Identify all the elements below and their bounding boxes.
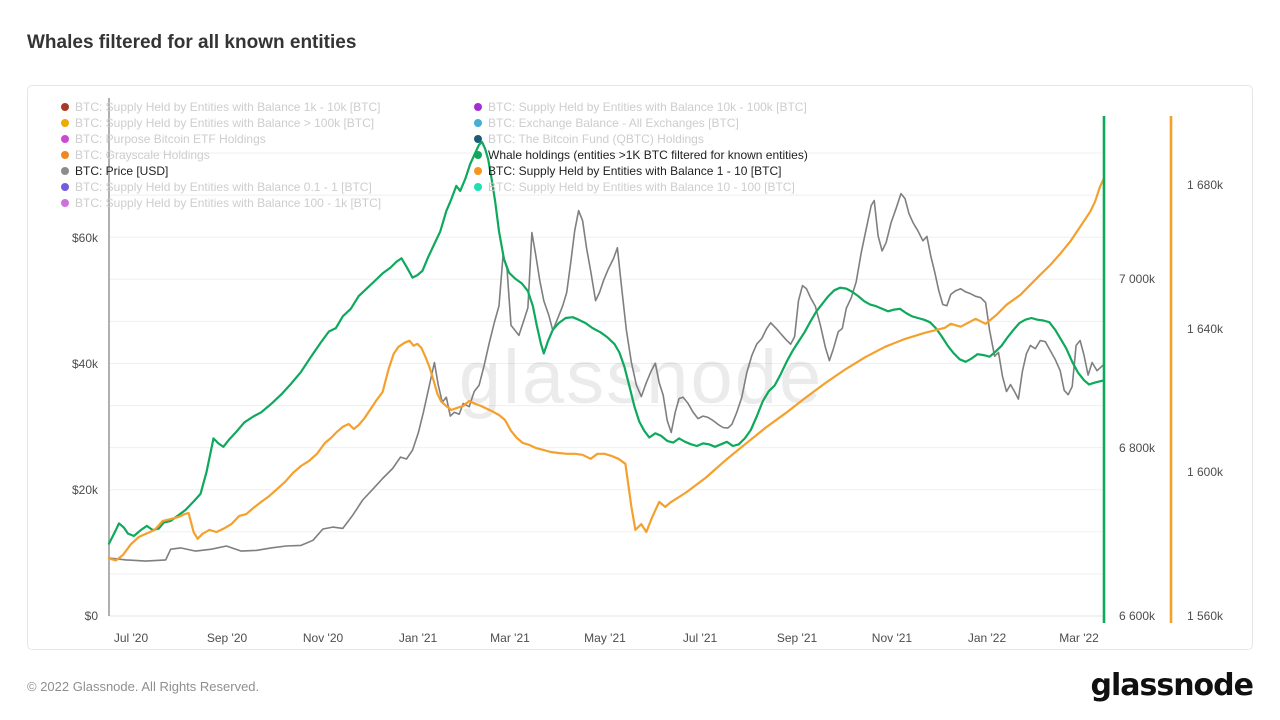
legend-bullet-icon xyxy=(61,135,69,143)
legend-bullet-icon xyxy=(474,167,482,175)
legend-bullet-icon xyxy=(474,103,482,111)
x-tick-label-10: Mar '22 xyxy=(1059,631,1099,645)
legend-item-left-0[interactable]: BTC: Supply Held by Entities with Balanc… xyxy=(61,99,381,115)
legend-item-label: BTC: Supply Held by Entities with Balanc… xyxy=(75,180,372,194)
legend-item-right-3[interactable]: Whale holdings (entities >1K BTC filtere… xyxy=(474,147,808,163)
whale-tick-label-1: 6 800k xyxy=(1119,440,1156,455)
legend-item-left-2[interactable]: BTC: Purpose Bitcoin ETF Holdings xyxy=(61,131,381,147)
x-tick-label-8: Nov '21 xyxy=(871,631,913,645)
x-tick-label-6: Jul '21 xyxy=(682,631,718,645)
legend-item-left-1[interactable]: BTC: Supply Held by Entities with Balanc… xyxy=(61,115,381,131)
x-tick-label-2: Nov '20 xyxy=(302,631,344,645)
legend-item-left-3[interactable]: BTC: Grayscale Holdings xyxy=(61,147,381,163)
copyright-text: © 2022 Glassnode. All Rights Reserved. xyxy=(27,679,260,694)
x-tick-label-0: Jul '20 xyxy=(113,631,149,645)
legend-item-right-0[interactable]: BTC: Supply Held by Entities with Balanc… xyxy=(474,99,808,115)
price-tick-label-1: $20k xyxy=(71,482,98,497)
legend-bullet-icon xyxy=(474,119,482,127)
legend-item-right-2[interactable]: BTC: The Bitcoin Fund (QBTC) Holdings xyxy=(474,131,808,147)
x-tick-label-3: Jan '21 xyxy=(398,631,438,645)
whale-tick-label-2: 7 000k xyxy=(1119,272,1156,287)
legend-bullet-icon xyxy=(61,183,69,191)
legend-item-left-6[interactable]: BTC: Supply Held by Entities with Balanc… xyxy=(61,195,381,211)
legend-item-right-1[interactable]: BTC: Exchange Balance - All Exchanges [B… xyxy=(474,115,808,131)
legend-item-label: BTC: Exchange Balance - All Exchanges [B… xyxy=(488,116,739,130)
legend-item-label: BTC: Supply Held by Entities with Balanc… xyxy=(488,180,795,194)
legend-bullet-icon xyxy=(474,135,482,143)
legend-item-label: BTC: Grayscale Holdings xyxy=(75,148,210,162)
series-line-2 xyxy=(107,177,1106,562)
price-tick-label-3: $60k xyxy=(71,230,98,245)
supply-tick-label-3: 1 680k xyxy=(1187,178,1224,193)
legend-item-label: BTC: Supply Held by Entities with Balanc… xyxy=(488,164,782,178)
supply-tick-label-0: 1 560k xyxy=(1187,609,1224,623)
chart-card: glassnode BTC: Supply Held by Entities w… xyxy=(27,85,1253,650)
legend-bullet-icon xyxy=(474,151,482,159)
legend-item-label: BTC: Purpose Bitcoin ETF Holdings xyxy=(75,132,266,146)
series-line-1 xyxy=(107,141,1106,545)
series-line-0 xyxy=(108,192,1105,562)
whale-tick-label-0: 6 600k xyxy=(1119,609,1156,623)
legend-item-label: BTC: The Bitcoin Fund (QBTC) Holdings xyxy=(488,132,704,146)
legend-bullet-icon xyxy=(474,183,482,191)
legend-bullet-icon xyxy=(61,103,69,111)
legend-column-right: BTC: Supply Held by Entities with Balanc… xyxy=(474,99,808,195)
legend-item-label: BTC: Price [USD] xyxy=(75,164,169,178)
x-tick-label-7: Sep '21 xyxy=(776,631,818,645)
legend-column-left: BTC: Supply Held by Entities with Balanc… xyxy=(61,99,381,211)
legend-item-left-5[interactable]: BTC: Supply Held by Entities with Balanc… xyxy=(61,179,381,195)
legend-item-right-4[interactable]: BTC: Supply Held by Entities with Balanc… xyxy=(474,163,808,179)
legend-bullet-icon xyxy=(61,151,69,159)
legend-item-right-5[interactable]: BTC: Supply Held by Entities with Balanc… xyxy=(474,179,808,195)
watermark-text: glassnode xyxy=(459,335,824,420)
glassnode-logo: glassnode xyxy=(1090,668,1254,703)
x-tick-label-9: Jan '22 xyxy=(967,631,1007,645)
legend-bullet-icon xyxy=(61,199,69,207)
x-tick-label-1: Sep '20 xyxy=(206,631,248,645)
price-tick-label-0: $0 xyxy=(84,609,98,623)
legend-bullet-icon xyxy=(61,167,69,175)
legend-bullet-icon xyxy=(61,119,69,127)
legend-item-label: BTC: Supply Held by Entities with Balanc… xyxy=(488,100,807,114)
legend-item-left-4[interactable]: BTC: Price [USD] xyxy=(61,163,381,179)
legend-item-label: BTC: Supply Held by Entities with Balanc… xyxy=(75,116,375,130)
x-tick-label-4: Mar '21 xyxy=(490,631,530,645)
legend-item-label: BTC: Supply Held by Entities with Balanc… xyxy=(75,100,381,114)
chart-svg: glassnode xyxy=(107,98,1173,623)
supply-tick-label-2: 1 640k xyxy=(1187,321,1224,336)
x-tick-label-5: May '21 xyxy=(584,631,626,645)
legend-item-label: Whale holdings (entities >1K BTC filtere… xyxy=(488,148,808,162)
price-tick-label-2: $40k xyxy=(71,356,98,371)
legend-item-label: BTC: Supply Held by Entities with Balanc… xyxy=(75,196,382,210)
supply-tick-label-1: 1 600k xyxy=(1187,465,1224,480)
page-title: Whales filtered for all known entities xyxy=(27,32,357,53)
